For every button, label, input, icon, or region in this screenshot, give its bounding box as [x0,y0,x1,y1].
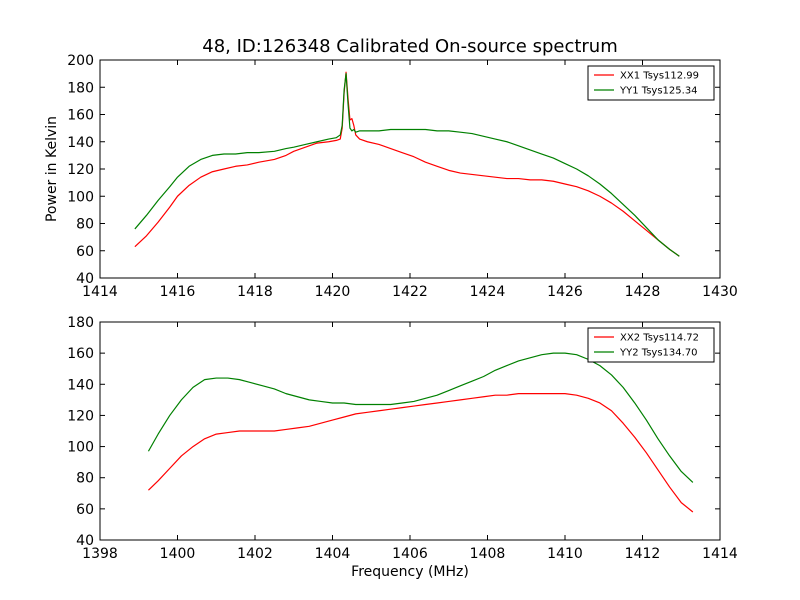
x-tick-label: 1424 [470,284,506,300]
legend-box [587,327,715,363]
legend-entry: XX2 Tsys114.72 [620,333,699,344]
x-tick-label: 1410 [547,546,583,562]
y-tick-label: 120 [67,408,94,424]
y-tick-label: 180 [67,315,94,331]
y-tick-label: 180 [67,80,94,96]
x-tick-label: 1398 [82,546,118,562]
y-tick-label: 80 [76,471,94,487]
legend-entry: YY1 Tsys125.34 [619,86,698,97]
y-tick-label: 160 [67,108,94,124]
y-tick-label: 100 [67,189,94,205]
x-tick-label: 1426 [547,284,583,300]
x-tick-label: 1422 [392,284,428,300]
y-tick-label: 80 [76,217,94,233]
series-line-yy2 [147,352,694,483]
x-tick-label: 1412 [625,546,661,562]
x-tick-label: 1428 [625,284,661,300]
x-tick-label: 1416 [160,284,196,300]
x-tick-label: 1400 [160,546,196,562]
chart-title: 48, ID:126348 Calibrated On-source spect… [202,36,618,57]
y-axis-label: Power in Kelvin [44,116,60,222]
x-tick-label: 1420 [315,284,351,300]
y-tick-label: 100 [67,440,94,456]
series-line-yy1 [134,73,680,257]
legend-entry: XX1 Tsys112.99 [620,71,699,82]
y-tick-label: 140 [67,135,94,151]
x-tick-label: 1404 [315,546,351,562]
x-tick-label: 1402 [237,546,273,562]
legend-entry: YY2 Tsys134.70 [619,348,698,359]
x-tick-label: 1406 [392,546,428,562]
y-tick-label: 200 [67,53,94,69]
x-tick-label: 1414 [82,284,118,300]
legend: XX2 Tsys114.72 YY2 Tsys134.70 [587,327,715,363]
x-tick-label: 1414 [702,546,738,562]
x-axis-label: Frequency (MHz) [351,564,469,580]
y-tick-label: 40 [76,271,94,287]
chart-2: 1398 1400 1402 1404 1406 1408 1410 1412 1414 40 60… [67,315,738,580]
legend-box [587,65,715,101]
x-tick-label: 1430 [702,284,738,300]
y-tick-label: 60 [76,244,94,260]
y-tick-label: 60 [76,502,94,518]
y-tick-label: 40 [76,533,94,549]
series-line-xx2 [148,393,694,513]
y-tick-label: 160 [67,346,94,362]
series-line-xx1 [134,71,680,257]
charts: 48, ID:126348 Calibrated On-source spect… [44,36,738,580]
legend: XX1 Tsys112.99 YY1 Tsys125.34 [587,65,715,101]
x-tick-label: 1418 [237,284,273,300]
chart-1: 48, ID:126348 Calibrated On-source spect… [44,36,738,300]
y-tick-label: 140 [67,377,94,393]
x-tick-label: 1408 [470,546,506,562]
y-tick-label: 120 [67,162,94,178]
